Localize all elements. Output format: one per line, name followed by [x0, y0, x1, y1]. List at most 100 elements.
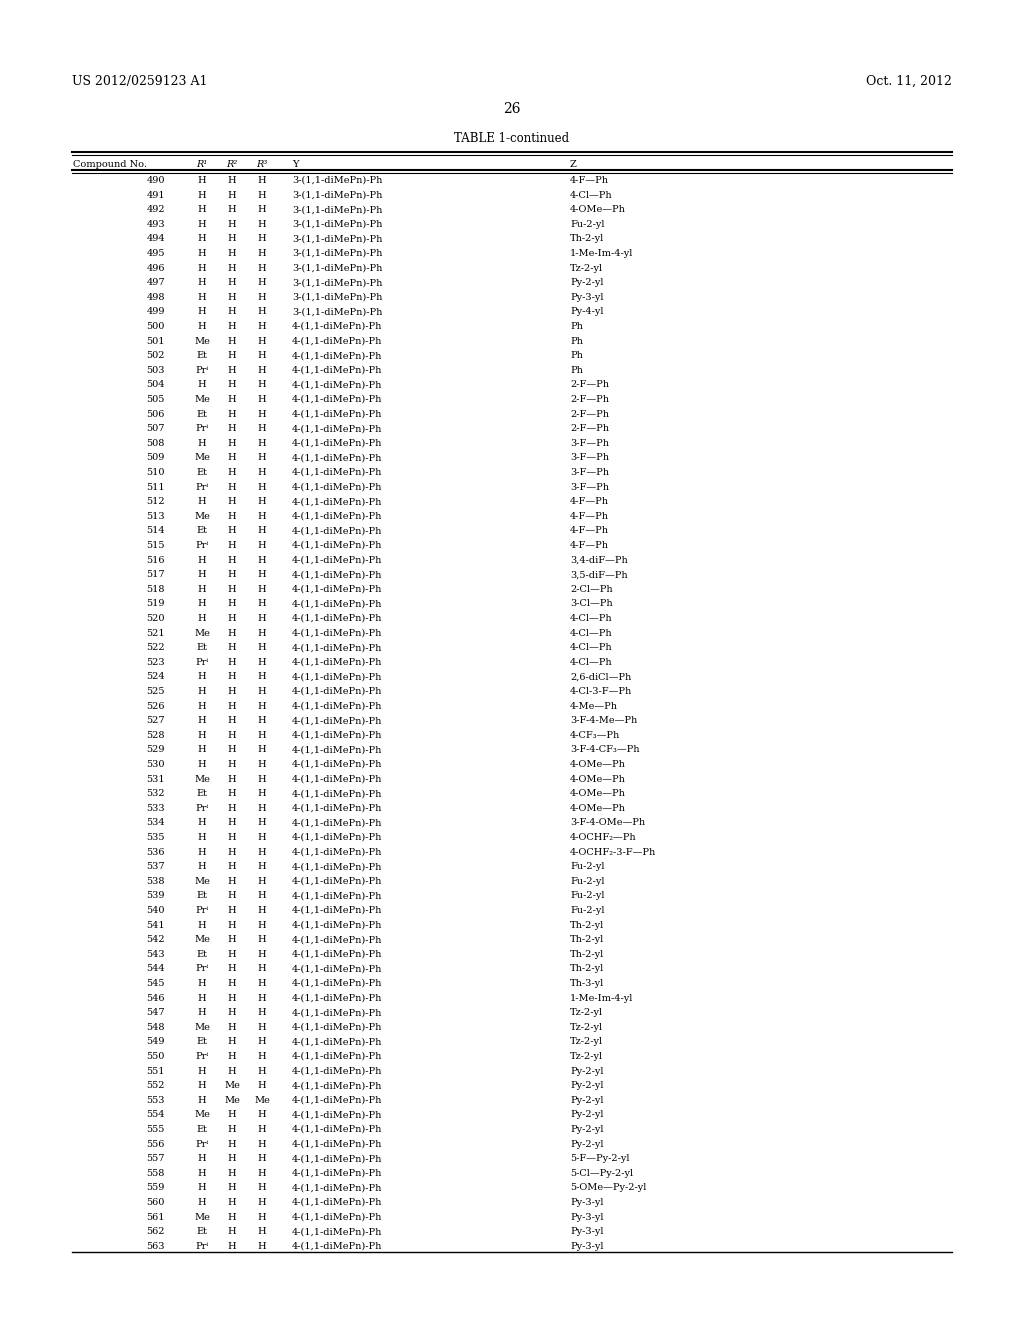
Text: H: H: [227, 293, 237, 302]
Text: Et: Et: [197, 469, 208, 477]
Text: 510: 510: [146, 469, 165, 477]
Text: Et: Et: [197, 351, 208, 360]
Text: 543: 543: [146, 950, 165, 958]
Text: H: H: [227, 190, 237, 199]
Text: H: H: [198, 585, 206, 594]
Text: 538: 538: [146, 876, 165, 886]
Text: Py-2-yl: Py-2-yl: [570, 1139, 603, 1148]
Text: H: H: [258, 862, 266, 871]
Text: Y: Y: [292, 160, 299, 169]
Text: H: H: [227, 1008, 237, 1018]
Text: H: H: [258, 702, 266, 710]
Text: Et: Et: [197, 1038, 208, 1047]
Text: 4-(1,1-diMePn)-Ph: 4-(1,1-diMePn)-Ph: [292, 1081, 382, 1090]
Text: 546: 546: [146, 994, 165, 1003]
Text: H: H: [227, 205, 237, 214]
Text: 4-(1,1-diMePn)-Ph: 4-(1,1-diMePn)-Ph: [292, 847, 382, 857]
Text: H: H: [227, 337, 237, 346]
Text: H: H: [258, 1081, 266, 1090]
Text: 4-(1,1-diMePn)-Ph: 4-(1,1-diMePn)-Ph: [292, 1184, 382, 1192]
Text: H: H: [227, 1023, 237, 1032]
Text: H: H: [258, 818, 266, 828]
Text: H: H: [258, 541, 266, 550]
Text: H: H: [227, 498, 237, 506]
Text: Py-2-yl: Py-2-yl: [570, 1081, 603, 1090]
Text: Fu-2-yl: Fu-2-yl: [570, 220, 604, 228]
Text: Ph: Ph: [570, 322, 583, 331]
Text: R¹: R¹: [197, 160, 208, 169]
Text: H: H: [198, 717, 206, 725]
Text: H: H: [198, 862, 206, 871]
Text: Me: Me: [195, 628, 210, 638]
Text: H: H: [227, 249, 237, 257]
Text: 502: 502: [146, 351, 165, 360]
Text: 4-(1,1-diMePn)-Ph: 4-(1,1-diMePn)-Ph: [292, 469, 382, 477]
Text: Py-3-yl: Py-3-yl: [570, 1228, 603, 1237]
Text: H: H: [258, 380, 266, 389]
Text: H: H: [258, 804, 266, 813]
Text: 4-F—Ph: 4-F—Ph: [570, 498, 609, 506]
Text: 3-(1,1-diMePn)-Ph: 3-(1,1-diMePn)-Ph: [292, 190, 382, 199]
Text: 1-Me-Im-4-yl: 1-Me-Im-4-yl: [570, 249, 634, 257]
Text: H: H: [227, 512, 237, 521]
Text: 516: 516: [146, 556, 165, 565]
Text: Prⁱ: Prⁱ: [196, 804, 209, 813]
Text: 4-Cl—Ph: 4-Cl—Ph: [570, 614, 612, 623]
Text: H: H: [258, 1067, 266, 1076]
Text: H: H: [258, 469, 266, 477]
Text: H: H: [198, 731, 206, 739]
Text: 26: 26: [503, 102, 521, 116]
Text: 4-Cl—Ph: 4-Cl—Ph: [570, 190, 612, 199]
Text: 4-OMe—Ph: 4-OMe—Ph: [570, 760, 626, 770]
Text: 537: 537: [146, 862, 165, 871]
Text: H: H: [198, 570, 206, 579]
Text: H: H: [198, 380, 206, 389]
Text: 4-(1,1-diMePn)-Ph: 4-(1,1-diMePn)-Ph: [292, 409, 382, 418]
Text: H: H: [227, 585, 237, 594]
Text: H: H: [258, 1228, 266, 1237]
Text: H: H: [227, 1052, 237, 1061]
Text: 554: 554: [146, 1110, 165, 1119]
Text: Fu-2-yl: Fu-2-yl: [570, 891, 604, 900]
Text: 4-(1,1-diMePn)-Ph: 4-(1,1-diMePn)-Ph: [292, 672, 382, 681]
Text: 4-Cl-3-F—Ph: 4-Cl-3-F—Ph: [570, 686, 632, 696]
Text: H: H: [198, 1154, 206, 1163]
Text: 505: 505: [146, 395, 165, 404]
Text: H: H: [258, 1168, 266, 1177]
Text: H: H: [227, 424, 237, 433]
Text: 4-(1,1-diMePn)-Ph: 4-(1,1-diMePn)-Ph: [292, 1023, 382, 1032]
Text: H: H: [258, 920, 266, 929]
Text: H: H: [227, 1184, 237, 1192]
Text: 4-(1,1-diMePn)-Ph: 4-(1,1-diMePn)-Ph: [292, 1168, 382, 1177]
Text: H: H: [198, 1067, 206, 1076]
Text: 3-F—Ph: 3-F—Ph: [570, 483, 609, 491]
Text: 526: 526: [146, 702, 165, 710]
Text: H: H: [227, 1168, 237, 1177]
Text: 530: 530: [146, 760, 165, 770]
Text: 532: 532: [146, 789, 165, 799]
Text: H: H: [198, 498, 206, 506]
Text: H: H: [198, 818, 206, 828]
Text: H: H: [258, 176, 266, 185]
Text: 4-Cl—Ph: 4-Cl—Ph: [570, 628, 612, 638]
Text: H: H: [227, 702, 237, 710]
Text: Fu-2-yl: Fu-2-yl: [570, 862, 604, 871]
Text: 524: 524: [146, 672, 165, 681]
Text: H: H: [258, 279, 266, 288]
Text: H: H: [227, 453, 237, 462]
Text: H: H: [227, 731, 237, 739]
Text: H: H: [227, 235, 237, 243]
Text: H: H: [227, 760, 237, 770]
Text: 2-F—Ph: 2-F—Ph: [570, 409, 609, 418]
Text: H: H: [227, 979, 237, 987]
Text: Me: Me: [224, 1096, 240, 1105]
Text: H: H: [227, 1199, 237, 1206]
Text: Compound No.: Compound No.: [73, 160, 147, 169]
Text: Th-2-yl: Th-2-yl: [570, 965, 604, 973]
Text: 523: 523: [146, 657, 165, 667]
Text: H: H: [198, 760, 206, 770]
Text: H: H: [227, 862, 237, 871]
Text: 4-Cl—Ph: 4-Cl—Ph: [570, 643, 612, 652]
Text: Prⁱ: Prⁱ: [196, 1139, 209, 1148]
Text: 551: 551: [146, 1067, 165, 1076]
